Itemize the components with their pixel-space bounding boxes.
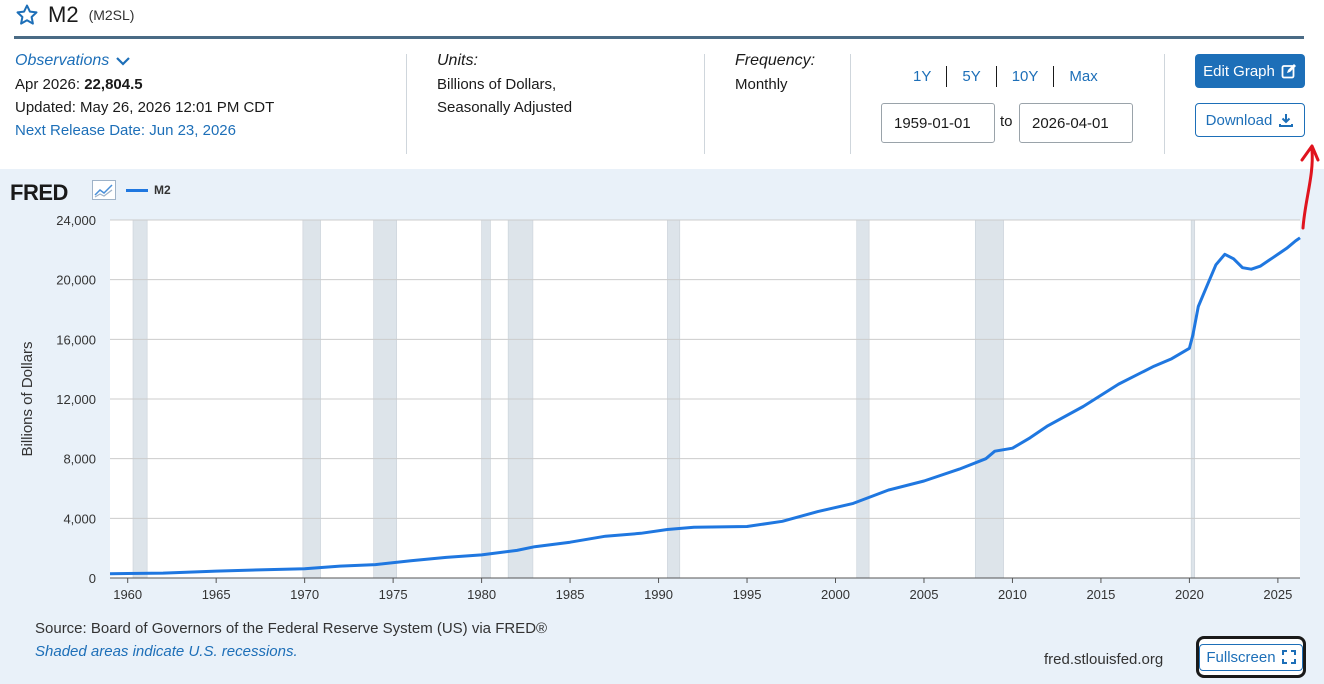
y-tick-label: 4,000: [63, 511, 96, 526]
latest-period: Apr 2026:: [15, 76, 81, 93]
download-button[interactable]: Download: [1195, 103, 1305, 137]
fullscreen-label: Fullscreen: [1206, 648, 1276, 666]
units-panel: Units: Billions of Dollars, Seasonally A…: [437, 52, 572, 116]
edit-graph-label: Edit Graph: [1203, 62, 1275, 80]
x-tick-label: 2025: [1263, 587, 1292, 602]
y-tick-label: 24,000: [56, 213, 96, 228]
x-tick-label: 1975: [379, 587, 408, 602]
download-icon: [1279, 114, 1294, 127]
range-1y-button[interactable]: 1Y: [898, 66, 948, 87]
download-label: Download: [1205, 111, 1273, 129]
site-url: fred.stlouisfed.org: [1044, 651, 1164, 668]
latest-value: 22,804.5: [84, 76, 143, 93]
y-tick-label: 20,000: [56, 273, 96, 288]
divider: [704, 54, 705, 154]
x-tick-label: 2000: [821, 587, 850, 602]
recession-note: Shaded areas indicate U.S. recessions.: [35, 643, 298, 660]
series-line-m2: [109, 236, 1301, 576]
m2-line-chart: 0 4,000 8,000 12,000 16,000 20,000 24,000 1960 1…: [19, 213, 1301, 602]
frequency-panel: Frequency: Monthly: [735, 52, 815, 93]
star-icon[interactable]: [14, 2, 40, 28]
title-row: M2 (M2SL): [14, 0, 134, 30]
x-tick-label: 1995: [733, 587, 762, 602]
chart-mini-icon: [92, 180, 116, 200]
frequency-label: Frequency:: [735, 52, 816, 69]
divider: [406, 54, 407, 154]
range-max-button[interactable]: Max: [1069, 68, 1098, 85]
units-label: Units:: [437, 52, 478, 69]
edit-icon: [1281, 64, 1296, 79]
chart-legend: M2: [126, 183, 171, 197]
start-date-input[interactable]: [881, 103, 995, 143]
y-axis-label: Billions of Dollars: [19, 341, 36, 456]
y-tick-label: 8,000: [63, 452, 96, 467]
x-tick-label: 1965: [202, 587, 231, 602]
chevron-down-icon: [116, 57, 131, 66]
divider: [1164, 54, 1165, 154]
title-divider: [14, 36, 1304, 39]
legend-swatch: [126, 188, 148, 192]
x-tick-label: 1990: [644, 587, 673, 602]
y-tick-label: 12,000: [56, 392, 96, 407]
observations-label: Observations: [15, 52, 110, 69]
series-id: (M2SL): [88, 7, 135, 23]
updated-text: Updated: May 26, 2026 12:01 PM CDT: [15, 99, 275, 116]
x-tick-label: 2005: [910, 587, 939, 602]
range-buttons: 1Y 5Y 10Y Max: [898, 66, 1113, 87]
y-tick-label: 0: [89, 571, 96, 586]
end-date-input[interactable]: [1019, 103, 1133, 143]
observations-panel: Observations Apr 2026: 22,804.5 Updated:…: [15, 52, 274, 139]
x-tick-label: 1970: [290, 587, 319, 602]
y-tick-label: 16,000: [56, 332, 96, 347]
edit-graph-button[interactable]: Edit Graph: [1195, 54, 1305, 88]
to-label: to: [1000, 113, 1013, 130]
x-tick-label: 2010: [998, 587, 1027, 602]
x-tick-label: 2015: [1086, 587, 1115, 602]
observations-dropdown[interactable]: Observations: [15, 52, 274, 70]
legend-label: M2: [154, 183, 171, 197]
divider: [850, 54, 851, 154]
next-release-link[interactable]: Next Release Date: Jun 23, 2026: [15, 122, 236, 139]
fullscreen-focus-ring: Fullscreen: [1196, 636, 1306, 678]
series-title: M2: [48, 2, 79, 27]
expand-icon: [1281, 650, 1296, 664]
x-tick-label: 1960: [113, 587, 142, 602]
annotation-arrow: [1300, 144, 1320, 230]
units-line-2: Seasonally Adjusted: [437, 99, 573, 116]
frequency-value: Monthly: [735, 76, 788, 93]
x-tick-label: 2020: [1175, 587, 1204, 602]
x-tick-label: 1980: [467, 587, 496, 602]
units-line-1: Billions of Dollars,: [437, 76, 557, 93]
range-5y-button[interactable]: 5Y: [947, 66, 997, 87]
source-text: Source: Board of Governors of the Federa…: [35, 620, 548, 637]
fred-logo: FRED: [10, 180, 68, 206]
fred-logo-text: FRED: [10, 180, 68, 205]
range-10y-button[interactable]: 10Y: [997, 66, 1055, 87]
x-tick-label: 1985: [556, 587, 585, 602]
fullscreen-button[interactable]: Fullscreen: [1199, 643, 1303, 671]
latest-observation: Apr 2026: 22,804.5: [15, 76, 274, 93]
